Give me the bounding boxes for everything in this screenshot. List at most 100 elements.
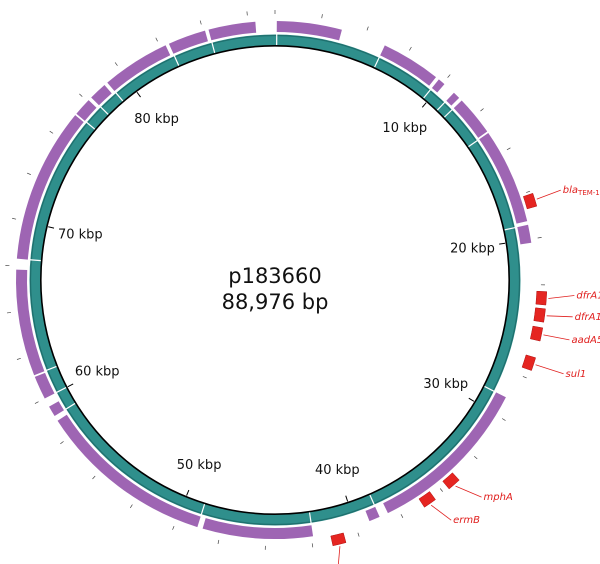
minor-outer-tick (172, 525, 175, 530)
contig-segment (91, 85, 112, 106)
backbone-separator (115, 92, 124, 102)
backbone-outer-edge (29, 34, 521, 526)
minor-outer-tick (155, 37, 158, 42)
contig-segment (16, 115, 84, 260)
gene-label: dfrA1 (576, 290, 600, 301)
backbone-separator (65, 402, 76, 410)
minor-outer-tick (114, 62, 118, 66)
scale-tick-layer: 10 kbp 20 kbp 30 kbp 40 kbp 50 kbp 60 kbp 70 k… (5, 10, 545, 550)
gene-leader-line (546, 315, 573, 318)
minor-outer-tick (400, 514, 404, 518)
gene-label: sul1 (566, 369, 587, 380)
gene-leader-line (430, 504, 452, 521)
gene-marker (535, 290, 548, 306)
scale-label: 80 kbp (134, 112, 179, 127)
contig-segment (208, 21, 257, 41)
minor-outer-tick (537, 237, 542, 239)
gene-marker (330, 532, 347, 547)
reference-ring (40, 45, 510, 515)
gene-label: blaTEM-1 (563, 185, 600, 197)
contig-segment (446, 92, 460, 106)
contig-segment (479, 133, 528, 224)
minor-outer-tick (217, 539, 220, 544)
contig-segment (168, 30, 208, 54)
backbone-ring-layer (29, 34, 521, 526)
backbone-separator (468, 139, 478, 148)
gene-label: dfrA17 (575, 312, 600, 323)
scale-label: 20 kbp (450, 241, 495, 256)
contig-segment (76, 100, 97, 121)
contig-segment (15, 269, 45, 376)
backbone-separator (443, 109, 453, 118)
gene-leader-line (548, 295, 575, 299)
backbone-separator (504, 226, 516, 231)
minor-outer-tick (49, 130, 54, 134)
minor-outer-tick (60, 441, 64, 445)
backbone-separator (46, 365, 57, 372)
contig-segment (49, 401, 64, 417)
scale-label: 60 kbp (75, 365, 120, 380)
contig-segment (57, 414, 201, 528)
scale-tick (186, 489, 190, 496)
minor-outer-tick (447, 74, 451, 78)
minor-outer-tick (366, 26, 369, 31)
minor-outer-tick (34, 401, 39, 404)
plasmid-name: p183660 (228, 264, 322, 288)
contig-segment (34, 372, 55, 399)
gene-label: aadA5 (571, 335, 600, 346)
scale-label: 10 kbp (382, 121, 427, 136)
contig-ring-layer (15, 21, 532, 540)
scale-label: 40 kbp (315, 463, 360, 478)
scale-tick (136, 91, 141, 98)
minor-outer-tick (26, 172, 31, 175)
gene-marker (523, 192, 538, 210)
backbone-separator (423, 89, 432, 99)
backbone-separator (369, 494, 375, 506)
gene-label: mphA (484, 492, 513, 503)
gene-marker (521, 354, 536, 371)
scale-tick (67, 383, 74, 388)
scale-label: 50 kbp (177, 458, 222, 473)
minor-outer-tick (357, 532, 360, 537)
contig-segment (107, 45, 171, 92)
backbone-separator (29, 259, 41, 262)
scale-label: 70 kbp (58, 227, 103, 242)
scale-tick (499, 242, 506, 245)
minor-outer-tick (409, 46, 412, 51)
contig-segment (453, 100, 488, 138)
minor-outer-tick (92, 475, 96, 480)
contig-segment (517, 224, 532, 245)
gene-marker (530, 325, 544, 342)
contig-segment (276, 21, 342, 41)
minor-outer-tick (480, 108, 484, 112)
backbone-separator (436, 101, 446, 111)
backbone-separator (173, 55, 180, 66)
scale-tick (468, 397, 475, 402)
backbone-separator (374, 56, 380, 68)
gene-leader-line (535, 364, 564, 375)
minor-outer-tick (311, 543, 314, 548)
minor-outer-tick (129, 504, 133, 509)
gene-layer: blaTEM-1dfrA1dfrA17aadA5sul1mphAermBblaC… (330, 185, 600, 564)
minor-outer-tick (439, 488, 443, 492)
contig-segment (365, 506, 380, 522)
backbone-separator (200, 504, 206, 515)
minor-outer-tick (12, 217, 17, 220)
minor-outer-tick (501, 418, 506, 421)
gene-leader-line (536, 189, 561, 200)
gene-marker (533, 307, 546, 323)
backbone-separator (211, 42, 216, 54)
scale-tick (421, 102, 427, 108)
backbone-separator (308, 512, 312, 524)
contig-segment (202, 518, 314, 540)
minor-outer-tick (321, 14, 323, 19)
contig-segment (431, 79, 445, 93)
minor-outer-tick (199, 20, 202, 25)
minor-outer-tick (506, 147, 511, 151)
backbone-separator (85, 121, 96, 130)
scale-tick (48, 226, 55, 229)
gene-label: ermB (453, 515, 480, 526)
backbone-separator (56, 387, 67, 394)
minor-outer-tick (79, 93, 83, 97)
